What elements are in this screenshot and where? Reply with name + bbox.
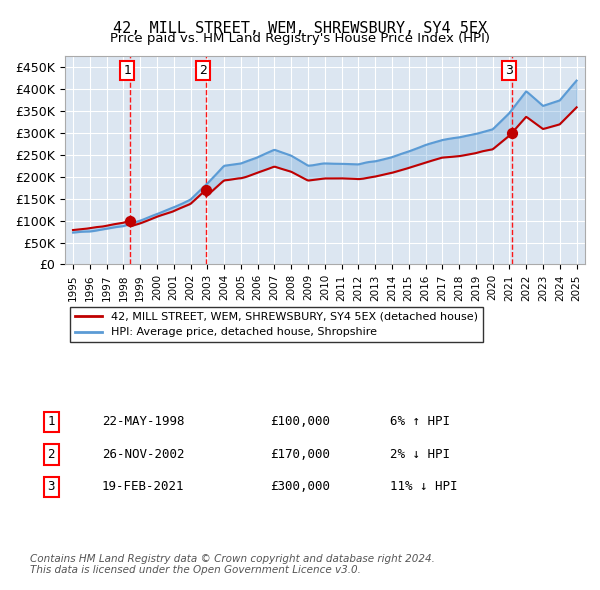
Legend: 42, MILL STREET, WEM, SHREWSBURY, SY4 5EX (detached house), HPI: Average price, : 42, MILL STREET, WEM, SHREWSBURY, SY4 5E… — [70, 307, 483, 342]
Text: Contains HM Land Registry data © Crown copyright and database right 2024.
This d: Contains HM Land Registry data © Crown c… — [30, 553, 435, 575]
Text: 22-MAY-1998: 22-MAY-1998 — [102, 415, 185, 428]
Text: 3: 3 — [47, 480, 55, 493]
Text: 42, MILL STREET, WEM, SHREWSBURY, SY4 5EX: 42, MILL STREET, WEM, SHREWSBURY, SY4 5E… — [113, 21, 487, 35]
Text: 19-FEB-2021: 19-FEB-2021 — [102, 480, 185, 493]
Text: 1: 1 — [47, 415, 55, 428]
Text: 26-NOV-2002: 26-NOV-2002 — [102, 448, 185, 461]
Text: 11% ↓ HPI: 11% ↓ HPI — [390, 480, 458, 493]
Text: 3: 3 — [505, 64, 513, 77]
Text: £300,000: £300,000 — [270, 480, 330, 493]
Point — [201, 185, 211, 195]
Text: 2% ↓ HPI: 2% ↓ HPI — [390, 448, 450, 461]
Text: 6% ↑ HPI: 6% ↑ HPI — [390, 415, 450, 428]
Text: £170,000: £170,000 — [270, 448, 330, 461]
Text: Price paid vs. HM Land Registry's House Price Index (HPI): Price paid vs. HM Land Registry's House … — [110, 32, 490, 45]
Text: 1: 1 — [123, 64, 131, 77]
Text: 2: 2 — [47, 448, 55, 461]
Text: 2: 2 — [199, 64, 207, 77]
Point — [507, 128, 517, 137]
Point — [125, 216, 134, 225]
Text: £100,000: £100,000 — [270, 415, 330, 428]
